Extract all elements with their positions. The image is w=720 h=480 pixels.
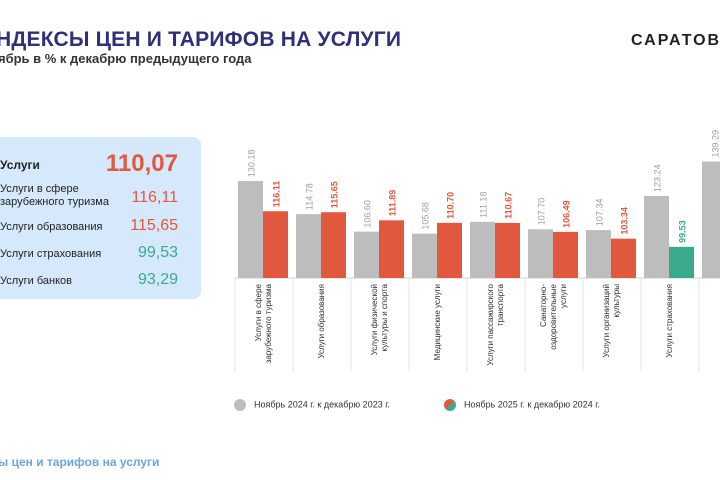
bar-value-label: 107.34 — [595, 199, 605, 227]
bar-value-label: 106.49 — [562, 200, 572, 228]
legend-marker-split — [444, 399, 456, 411]
bar-value-label: 105.68 — [421, 202, 431, 230]
bar-prev — [296, 214, 321, 278]
summary-label: Услуги страхования — [0, 248, 102, 260]
legend-item-2024: Ноябрь 2024 г. к декабрю 2023 г. — [234, 399, 390, 411]
bar-cur — [553, 231, 578, 278]
category-tick-label: Услуги страхования — [665, 284, 674, 358]
category-tick-label: Услуги в сфере — [254, 283, 263, 341]
bar-prev — [238, 181, 263, 278]
summary-label: Услуги образования — [0, 221, 103, 233]
category-tick-label: зарубежного туризма — [264, 283, 273, 363]
bar-value-label: 110.67 — [504, 192, 514, 219]
summary-value: 99,53 — [137, 244, 178, 261]
category-tick-label: Услуги физической — [370, 284, 379, 355]
page-title: НДЕКСЫ ЦЕН И ТАРИФОВ НА УСЛУГИ — [0, 28, 402, 51]
bar-cur — [379, 220, 404, 278]
legend-marker-gray — [234, 399, 246, 411]
bar-cur — [321, 212, 346, 278]
summary-row-tourism: Услуги в сфере зарубежного туризма 116,1… — [0, 183, 190, 213]
bar-value-label: 111.18 — [479, 192, 489, 218]
bar-cur — [611, 238, 636, 278]
bar-value-label: 103.34 — [620, 207, 630, 235]
bar-value-label: 123.24 — [653, 164, 663, 192]
bar-prev — [354, 231, 379, 278]
bar-cur — [437, 222, 462, 278]
summary-value: 93,29 — [137, 271, 178, 288]
category-tick-label: Услуги организаций — [602, 284, 611, 357]
summary-row-insurance: Услуги страхования 99,53 — [0, 244, 190, 266]
bar-prev — [412, 233, 437, 278]
footer-link[interactable]: ы цен и тарифов на услуги — [0, 455, 160, 469]
category-tick-label: Медицинские услуги — [433, 284, 442, 360]
legend-item-2025: Ноябрь 2025 г. к декабрю 2024 г. — [444, 399, 600, 411]
bar-value-label: 116.11 — [272, 181, 282, 208]
summary-label: Услуги — [0, 158, 40, 172]
bar-value-label: 115.65 — [330, 181, 340, 208]
bar-value-label: 130.18 — [247, 150, 257, 178]
category-tick-label: культуры и спорта — [380, 283, 389, 351]
bar-value-label: 99.53 — [678, 220, 688, 243]
bar-cur — [495, 222, 520, 278]
category-tick-label: культуры — [612, 284, 621, 318]
bar-value-label: 139.29 — [711, 130, 720, 158]
bar-prev — [644, 195, 669, 278]
bar-value-label: 111.89 — [388, 190, 398, 217]
summary-value: 110,07 — [105, 150, 178, 177]
legend-label: Ноябрь 2025 г. к декабрю 2024 г. — [464, 399, 600, 410]
summary-row-education: Услуги образования 115,65 — [0, 217, 190, 239]
summary-value: 116,11 — [131, 189, 178, 206]
category-tick-label: транспорта — [496, 283, 505, 326]
category-tick-label: оздоровительные — [549, 283, 558, 349]
bar-value-label: 114.78 — [305, 183, 315, 210]
category-tick-label: услуги — [559, 284, 568, 308]
summary-row-banks: Услуги банков 93,29 — [0, 271, 190, 293]
bar-prev — [528, 229, 553, 278]
page-subtitle: ябрь в % к декабрю предыдущего года — [0, 51, 252, 66]
summary-label: Услуги в сфере зарубежного туризма — [0, 183, 109, 208]
category-tick-label: Санаторно- — [539, 284, 548, 327]
legend-label: Ноябрь 2024 г. к декабрю 2023 г. — [254, 399, 390, 410]
bar-value-label: 110.70 — [446, 192, 456, 219]
summary-panel: Услуги 110,07 Услуги в сфере зарубежного… — [0, 137, 201, 299]
brand-logo-text: САРАТОВС — [631, 32, 720, 49]
bar-prev — [470, 221, 495, 278]
summary-value: 115,65 — [130, 217, 178, 234]
bar-value-label: 106.60 — [363, 200, 373, 228]
bar-value-label: 107.70 — [537, 198, 547, 226]
bar-cur — [669, 246, 694, 278]
bar-cur — [263, 211, 288, 278]
category-tick-label: Услуги образования — [317, 284, 326, 359]
bar-prev — [586, 230, 611, 278]
bar-chart: 130.18 116.11 Услуги в сфере зарубежного ту… — [234, 130, 720, 372]
bar-prev — [702, 161, 720, 278]
category-tick-label: Услуги пассажирского — [486, 283, 495, 365]
summary-row-services: Услуги 110,07 — [0, 150, 190, 179]
summary-label: Услуги банков — [0, 275, 73, 287]
